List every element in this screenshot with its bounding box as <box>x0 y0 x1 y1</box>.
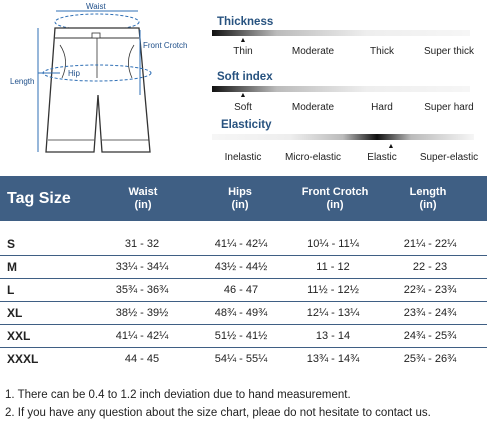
measurement-cell: 22 - 23 <box>412 261 448 273</box>
length-label: Length <box>10 77 35 86</box>
thickness-title: Thickness <box>217 16 274 28</box>
elasticity-marker-icon: ▲ <box>387 143 395 150</box>
soft-index-marker-icon: ▲ <box>239 92 247 99</box>
measurement-cell: 48¾ - 49¾ <box>214 307 268 319</box>
elasticity-option-elastic: Elastic <box>367 152 397 163</box>
measurement-cell: 51½ - 41½ <box>214 330 268 342</box>
measurement-cell: 11 - 12 <box>316 261 350 273</box>
table-row: L 35¾ - 36¾ 46 - 47 11½ - 12½ 22¾ - 23¾ <box>0 278 487 301</box>
measurement-cell: 22¾ - 23¾ <box>403 284 457 296</box>
thickness-option-thick: Thick <box>370 46 394 57</box>
front-crotch-label: Front Crotch <box>143 41 188 50</box>
table-spacer <box>0 221 487 233</box>
note-2: 2. If you have any question about the si… <box>5 407 431 419</box>
waist-label: Waist <box>86 2 106 11</box>
measurement-cell: 41¼ - 42¼ <box>214 238 268 250</box>
size-chart-table: Tag Size Waist (in) Hips (in) Front Crotch… <box>0 176 487 370</box>
measurement-cell: 44 - 45 <box>124 353 160 365</box>
table-row: M 33¼ - 34¼ 43½ - 44½ 11 - 12 22 - 23 <box>0 255 487 278</box>
note-1: 1. There can be 0.4 to 1.2 inch deviatio… <box>5 389 351 401</box>
size-cell: S <box>7 237 16 251</box>
thickness-option-super-thick: Super thick <box>423 46 475 57</box>
measurement-cell: 23¾ - 24¾ <box>403 307 457 319</box>
thickness-scale-bar <box>212 30 470 36</box>
elasticity-title: Elasticity <box>221 119 272 131</box>
table-body: S 31 - 32 41¼ - 42¼ 10¼ - 11¼ 21¼ - 22¼ M 33¼ … <box>0 233 487 370</box>
hip-label: Hip <box>68 69 81 78</box>
header-hips: Hips (in) <box>228 185 252 211</box>
size-cell: L <box>7 283 15 297</box>
measurement-cell: 10¼ - 11¼ <box>307 238 359 250</box>
size-cell: XL <box>7 306 23 320</box>
measurement-cell: 11½ - 12½ <box>307 284 359 296</box>
measurement-cell: 54¼ - 55¼ <box>214 353 268 365</box>
shorts-outline-illustration <box>37 10 152 153</box>
thickness-option-thin: Thin <box>233 46 253 57</box>
header-tag-size: Tag Size <box>7 190 71 207</box>
soft-index-option-hard: Hard <box>371 102 393 113</box>
soft-index-option-moderate: Moderate <box>291 102 335 113</box>
measurement-cell: 35¾ - 36¾ <box>115 284 169 296</box>
elasticity-option-super-elastic: Super-elastic <box>419 152 479 163</box>
measurement-cell: 21¼ - 22¼ <box>403 238 457 250</box>
table-row: XXL 41¼ - 42¼ 51½ - 41½ 13 - 14 24¾ - 25¾ <box>0 324 487 347</box>
measurement-cell: 46 - 47 <box>223 284 259 296</box>
measurement-cell: 38½ - 39½ <box>115 307 169 319</box>
header-length: Length (in) <box>409 185 447 211</box>
notes: 1. There can be 0.4 to 1.2 inch deviatio… <box>5 386 431 422</box>
size-cell: XXXL <box>7 352 39 366</box>
size-cell: XXL <box>7 329 31 343</box>
soft-index-scale-bar <box>212 86 470 92</box>
header-waist: Waist (in) <box>128 185 158 211</box>
soft-index-title: Soft index <box>217 71 273 83</box>
measurement-cell: 13¾ - 14¾ <box>306 353 360 365</box>
size-cell: M <box>7 260 17 274</box>
elasticity-option-inelastic: Inelastic <box>224 152 262 163</box>
measurement-cell: 43½ - 44½ <box>214 261 268 273</box>
elasticity-scale-bar <box>212 134 474 140</box>
soft-index-option-soft: Soft <box>234 102 252 113</box>
shorts-diagram: Waist Front Crotch Hip Length <box>0 0 200 172</box>
measurement-cell: 12¼ - 13¼ <box>306 307 360 319</box>
thickness-option-moderate: Moderate <box>291 46 335 57</box>
thickness-marker-icon: ▲ <box>239 37 247 44</box>
measurement-cell: 25¾ - 26¾ <box>403 353 457 365</box>
soft-index-option-super-hard: Super hard <box>424 102 474 113</box>
header-front-crotch: Front Crotch (in) <box>301 185 369 211</box>
table-row: S 31 - 32 41¼ - 42¼ 10¼ - 11¼ 21¼ - 22¼ <box>0 233 487 255</box>
measurement-cell: 24¾ - 25¾ <box>403 330 457 342</box>
measurement-cell: 41¼ - 42¼ <box>115 330 169 342</box>
measurement-cell: 31 - 32 <box>124 238 160 250</box>
elasticity-option-micro-elastic: Micro-elastic <box>284 152 342 163</box>
table-row: XXXL 44 - 45 54¼ - 55¼ 13¾ - 14¾ 25¾ - 26¾ <box>0 347 487 370</box>
table-row: XL 38½ - 39½ 48¾ - 49¾ 12¼ - 13¼ 23¾ - 24¾ <box>0 301 487 324</box>
table-header: Tag Size Waist (in) Hips (in) Front Crotch… <box>0 176 487 221</box>
measurement-cell: 13 - 14 <box>315 330 351 342</box>
measurement-cell: 33¼ - 34¼ <box>115 261 169 273</box>
